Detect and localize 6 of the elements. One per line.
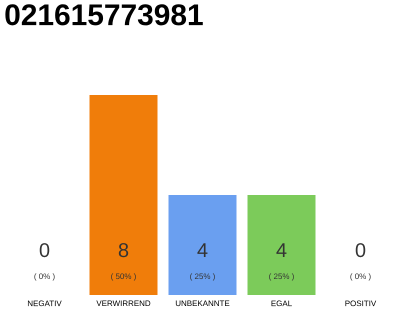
chart-title: 021615773981 xyxy=(5,4,203,26)
data-label: 8 xyxy=(118,243,128,258)
data-label: 4 xyxy=(276,243,286,257)
data-label: 0 xyxy=(40,243,50,258)
data-label: 0 xyxy=(356,243,366,258)
data-label: 4 xyxy=(197,243,208,257)
